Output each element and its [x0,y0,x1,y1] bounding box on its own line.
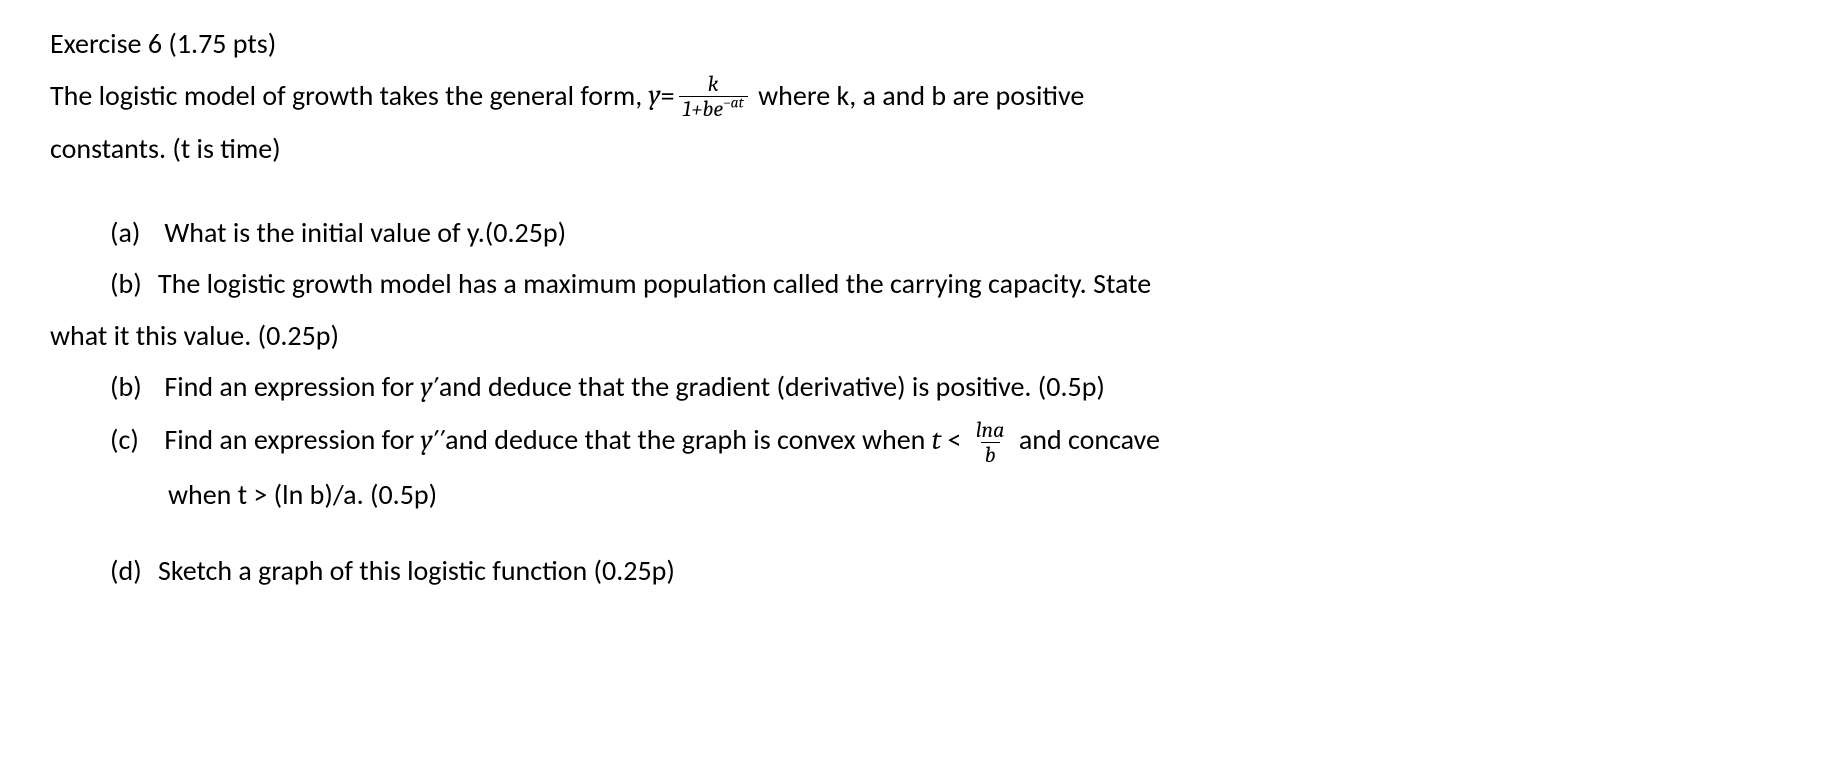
question-a: (a) What is the initial value of y.(0.25… [110,209,1790,257]
question-b1-label: (b) [110,260,158,308]
exercise-title: Exercise 6 (1.75 pts) [50,20,1790,68]
intro-text-after-eq: where k, a and b are positive [752,72,1084,120]
question-b2-expr: y′ [420,371,438,403]
denom-e: e [713,96,723,122]
question-c-fraction: lna b [972,418,1009,467]
question-c-text-after: and concave [1012,422,1159,457]
question-d-text: Sketch a graph of this logistic function… [158,553,675,588]
equation-equals: = [661,72,675,120]
denom-exponent: −at [723,93,744,111]
question-c-expr: y′′ [420,424,445,456]
fraction-numerator: k [704,72,723,96]
question-list: (a) What is the initial value of y.(0.25… [50,209,1790,595]
question-b1-text-line1: The logistic growth model has a maximum … [158,266,1151,301]
question-d: (d)Sketch a graph of this logistic funct… [110,547,1790,595]
denom-one-plus: 1+ [683,96,703,122]
intro-line-2: constants. (t is time) [50,125,1790,173]
equation-y: y [649,72,661,120]
question-c-label: (c) [110,416,158,464]
denom-b: b [702,96,713,122]
question-a-label: (a) [110,209,158,257]
intro-line-1: The logistic model of growth takes the g… [50,72,1790,121]
question-b2-label: (b) [110,363,158,411]
question-c-lt: < [941,422,968,457]
intro-text-before-eq: The logistic model of growth takes the g… [50,72,649,120]
question-a-text: What is the initial value of y.(0.25p) [164,215,566,250]
question-b2-text-after: and deduce that the gradient (derivative… [439,369,1105,404]
equation-fraction: k 1+be−at [679,72,748,121]
question-c-text-before: Find an expression for [164,422,420,457]
question-b1-line2: what it this value. (0.25p) [50,312,1790,360]
fraction-denominator: 1+be−at [679,96,748,121]
question-c-text-mid: and deduce that the graph is convex when [445,422,932,457]
question-b1: (b)The logistic growth model has a maxim… [110,260,1790,308]
question-c-frac-den: b [981,442,1000,467]
question-c-t: t [932,424,942,456]
question-c-frac-num: lna [972,418,1009,442]
question-b2: (b) Find an expression for y′and deduce … [110,363,1790,412]
question-c: (c) Find an expression for y′′and deduce… [110,416,1790,467]
question-d-label: (d) [110,547,158,595]
question-b2-text-before: Find an expression for [164,369,420,404]
question-c-line2: when t > (ln b)/a. (0.5p) [110,471,1790,519]
